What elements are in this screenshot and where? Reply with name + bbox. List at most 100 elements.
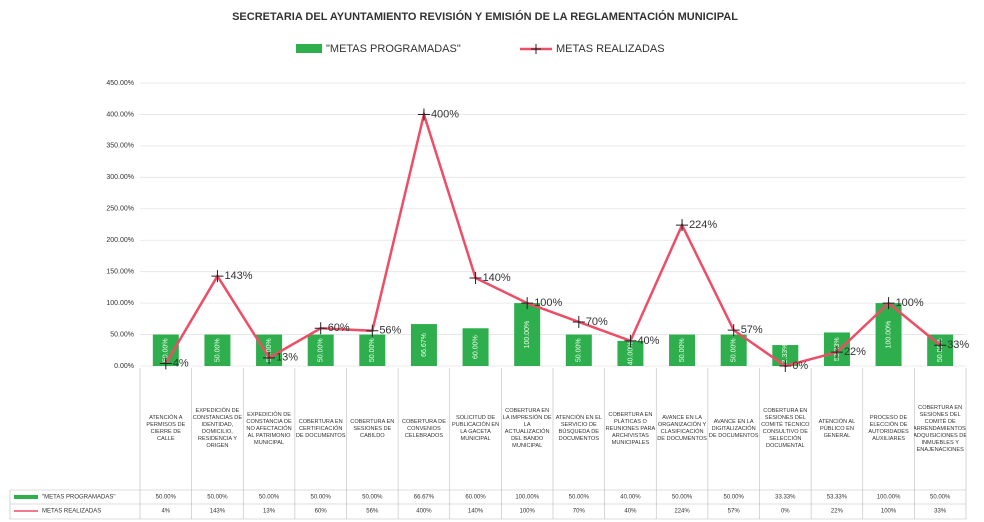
category-label: COBERTURA EN CERTIFICACIÓN DE DOCUMENTOS — [295, 418, 346, 439]
category-label: COBERTURA DE CONVENIOS CELEBRADOS — [401, 418, 446, 439]
category-label: EXPEDICIÓN DE CONSTANCIAS DE IDENTIDAD, … — [192, 408, 243, 449]
bar — [720, 334, 747, 366]
line-value-label: 4% — [173, 357, 189, 369]
bar — [669, 334, 696, 366]
line-marker — [882, 297, 895, 310]
table-cell: 33% — [934, 509, 947, 515]
table-cell: 50.00% — [362, 495, 383, 501]
table-cell: 400% — [416, 509, 432, 515]
y-tick-label: 100.00% — [106, 300, 134, 307]
category-label: COBERTURA EN SESIONES DEL COMITÉ TÉCNICO… — [761, 408, 810, 449]
line-value-label: 22% — [844, 346, 866, 358]
table-cell: 57% — [728, 509, 741, 515]
table-cell: 50.00% — [569, 495, 590, 501]
line-marker — [572, 315, 585, 328]
legend-label: METAS REALIZADAS — [556, 43, 665, 55]
bar-value-label: 50.00% — [163, 338, 170, 362]
line-marker — [779, 360, 792, 372]
bar-value-label: 66.67% — [421, 333, 428, 357]
y-tick-label: 450.00% — [106, 80, 134, 87]
y-tick-label: 300.00% — [106, 174, 134, 181]
line-value-label: 70% — [586, 316, 608, 328]
bar-value-label: 50.00% — [214, 338, 221, 362]
table-cell: 0% — [781, 509, 790, 515]
line-value-label: 100% — [896, 297, 924, 309]
table-cell: 100.00% — [515, 495, 539, 501]
line-value-label: 400% — [431, 108, 459, 120]
category-label: PROCESO DE ELECCIÓN DE AUTORIDADES AUXIL… — [868, 415, 909, 442]
y-tick-label: 400.00% — [106, 111, 134, 118]
line-value-label: 224% — [689, 219, 717, 231]
line-marker — [624, 334, 637, 347]
category-label: COBERTURA EN LA IMPRESIÓN DE LA ACTUALIZ… — [502, 408, 552, 449]
y-tick-label: 250.00% — [106, 206, 134, 213]
bar-value-label: 50.00% — [318, 338, 325, 362]
table-cell: 100.00% — [877, 495, 901, 501]
line-marker — [263, 351, 276, 364]
line-marker — [521, 297, 534, 310]
table-cell: 70% — [573, 509, 586, 515]
table-swatch — [14, 495, 38, 499]
table-cell: 50.00% — [724, 495, 745, 501]
category-label: EXPEDICIÓN DE CONSTANCIA DE NO AFECTACIÓ… — [246, 411, 292, 446]
line-marker — [830, 346, 843, 359]
legend-swatch — [296, 44, 322, 53]
table-cell: 50.00% — [259, 495, 280, 501]
bar-value-label: 50.00% — [731, 338, 738, 362]
table-cell: 50.00% — [672, 495, 693, 501]
y-tick-label: 150.00% — [106, 269, 134, 276]
category-label: ATENCIÓN EN EL SERVICIO DE BÚSQUEDA DE D… — [555, 415, 602, 442]
y-tick-label: 0.00% — [114, 363, 134, 370]
bar — [204, 334, 231, 366]
table-cell: 50.00% — [311, 495, 332, 501]
line-value-label: 40% — [637, 335, 659, 347]
bar-value-label: 60.00% — [472, 335, 479, 359]
bar-value-label: 50.00% — [576, 338, 583, 362]
table-cell: 33.33% — [775, 495, 796, 501]
line-value-label: 143% — [224, 270, 252, 282]
line-marker — [314, 322, 327, 335]
line-marker — [934, 339, 947, 352]
bar-value-label: 100.00% — [885, 321, 892, 349]
line-marker — [366, 324, 379, 337]
category-label: ATENCIÓN A PERMISOS DE CIERRE DE CALLE — [146, 415, 186, 442]
category-label: COBERTURA EN SESIONES DE CABILDO — [350, 418, 395, 439]
line-marker — [211, 270, 224, 283]
bar — [514, 303, 541, 366]
category-label: COBERTURA EN PLÁTICAS O REUNIONES PARA A… — [605, 411, 656, 446]
y-tick-label: 350.00% — [106, 143, 134, 150]
table-cell: 4% — [161, 509, 170, 515]
table-cell: 50.00% — [207, 495, 228, 501]
line-value-label: 56% — [379, 325, 401, 337]
table-cell: 60.00% — [465, 495, 486, 501]
table-row-label: "METAS PROGRAMADAS" — [42, 495, 116, 501]
line — [164, 109, 941, 368]
bar — [875, 303, 902, 366]
bar-value-label: 50.00% — [369, 338, 376, 362]
bar-value-label: 50.00% — [266, 338, 273, 362]
chart-title: SECRETARIA DEL AYUNTAMIENTO REVISIÓN Y E… — [232, 10, 738, 23]
category-label: AVANCE EN LA DIGITALIZACIÓN DE DOCUMENTO… — [708, 418, 759, 439]
category-label: ATENCIÓN AL PÚBLICO EN GENERAL — [818, 418, 856, 439]
table-cell: 224% — [674, 509, 690, 515]
table-cell: 100% — [520, 509, 536, 515]
bar — [307, 334, 334, 366]
bar — [359, 334, 386, 366]
table-cell: 60% — [315, 509, 328, 515]
line-value-label: 57% — [741, 324, 763, 336]
line-marker — [727, 324, 740, 337]
bar — [410, 324, 437, 366]
table-cell: 56% — [366, 509, 379, 515]
line-value-label: 140% — [483, 272, 511, 284]
bar — [462, 328, 489, 366]
legend-label: "METAS PROGRAMADAS" — [326, 43, 461, 55]
category-label: SOLICITUD DE PUBLICACIÓN EN LA GACETA MU… — [451, 415, 500, 442]
table-cell: 13% — [263, 509, 276, 515]
bar-value-label: 40.00% — [627, 342, 634, 366]
line-marker — [417, 108, 430, 121]
table-cell: 140% — [468, 509, 484, 515]
table-cell: 53.33% — [827, 495, 848, 501]
y-tick-label: 50.00% — [110, 331, 134, 338]
line-value-label: 60% — [328, 322, 350, 334]
